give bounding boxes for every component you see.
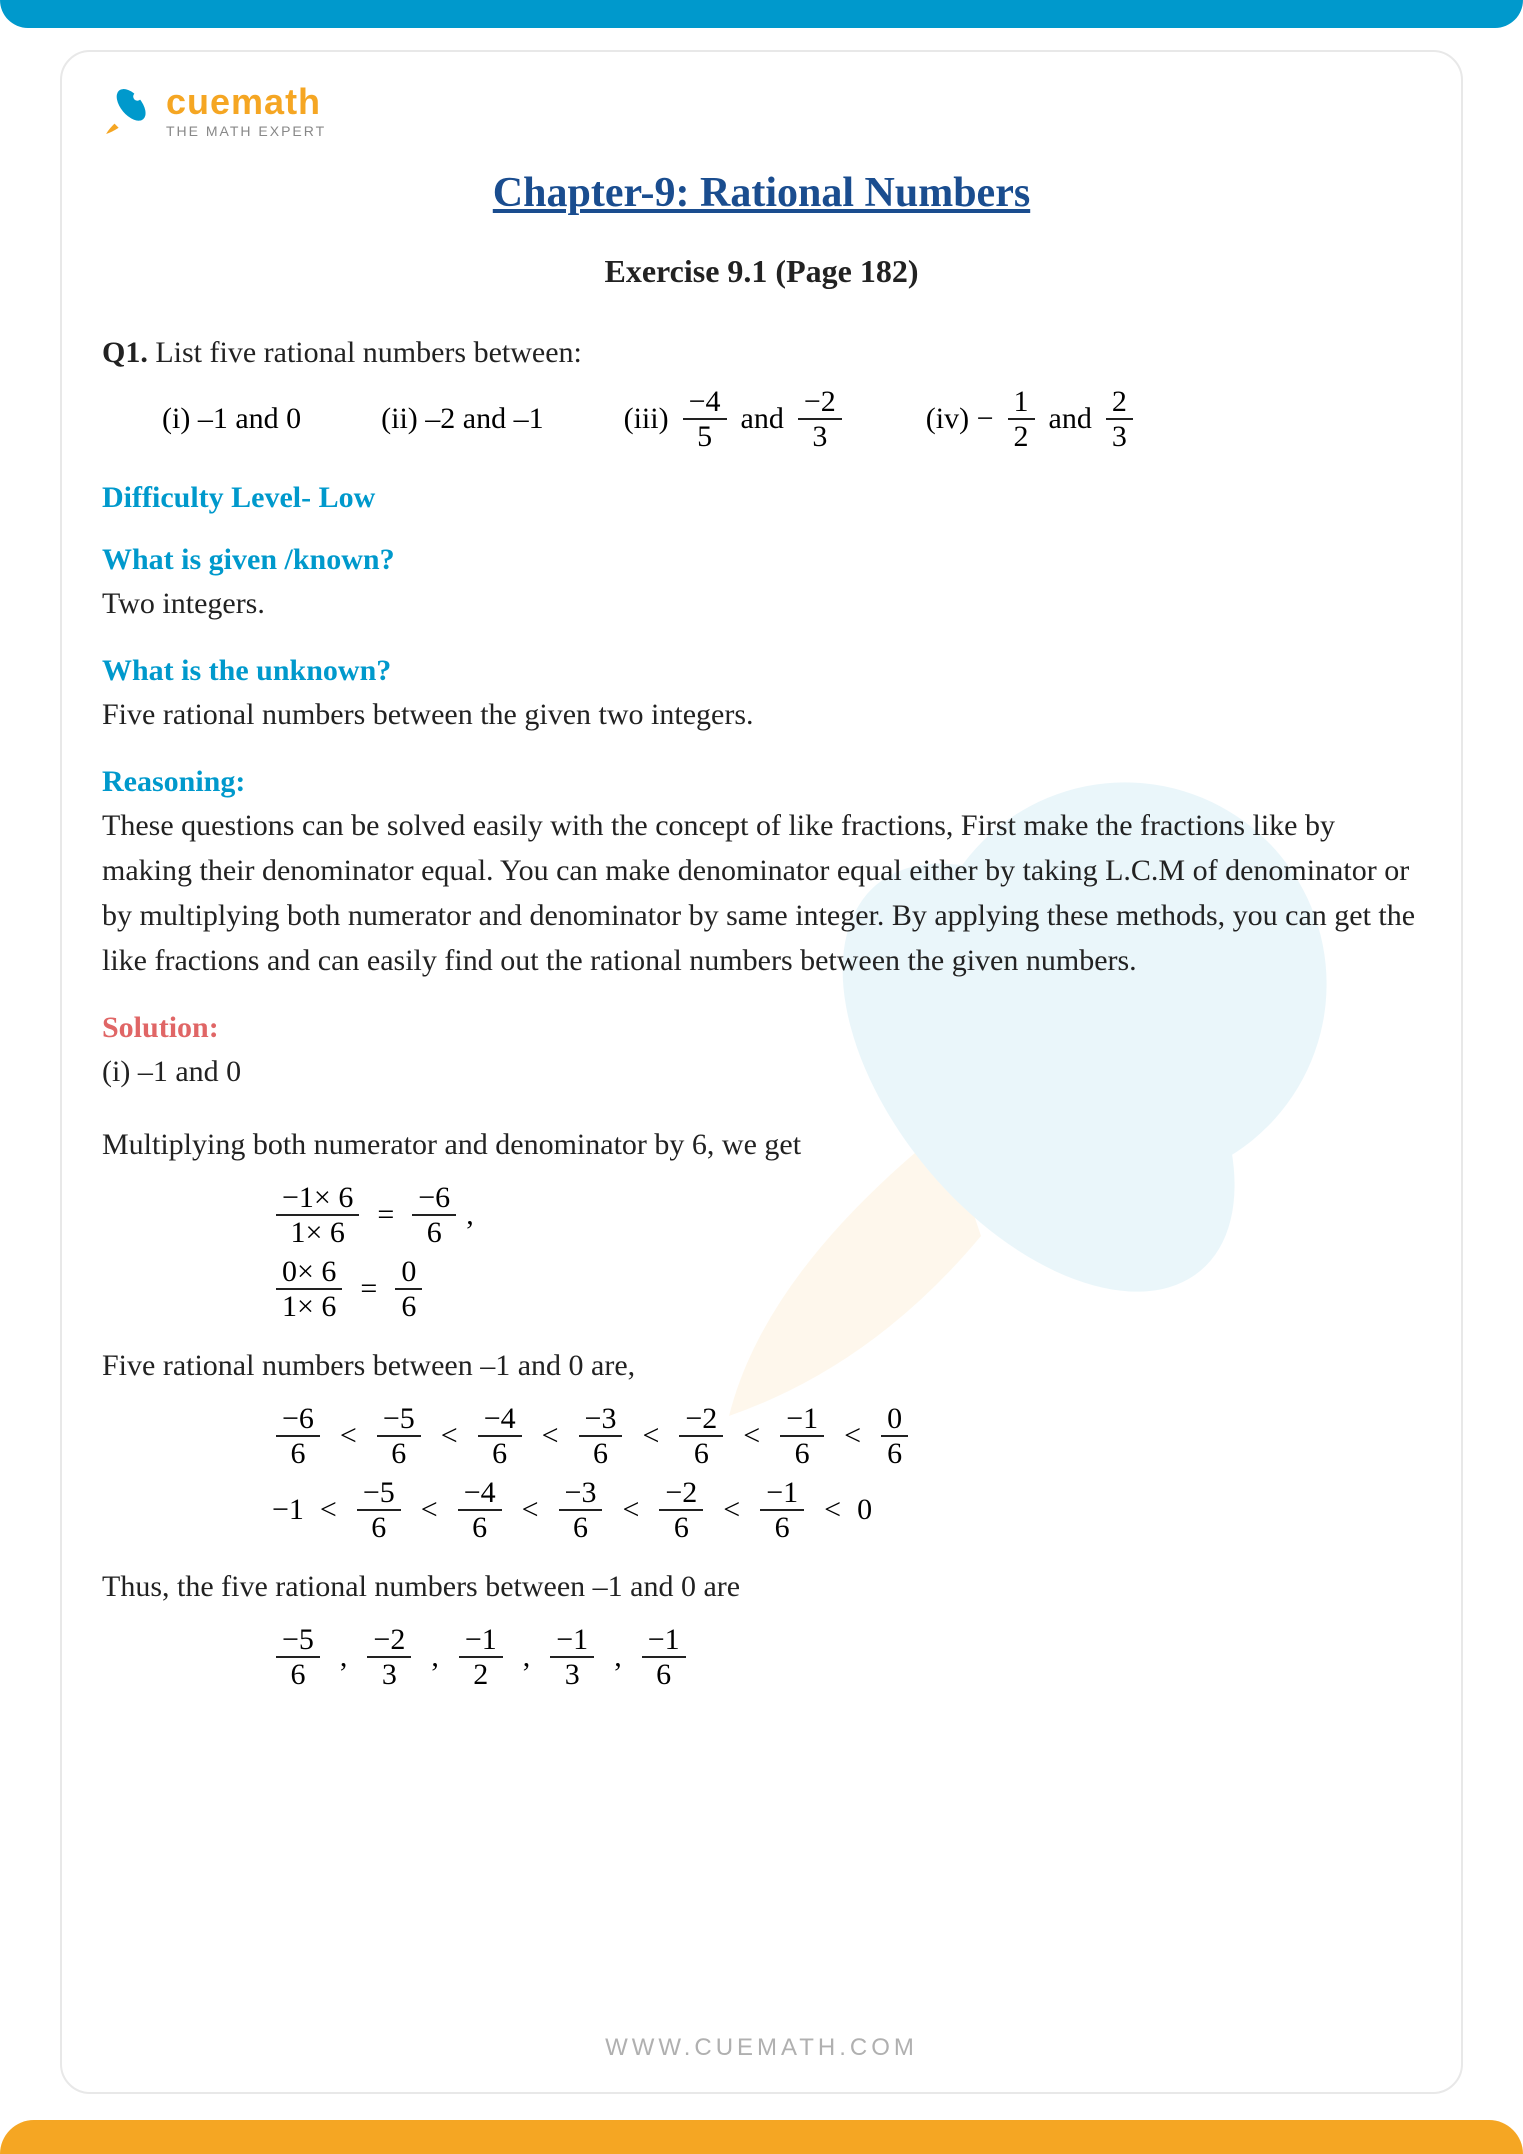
math-text: < xyxy=(421,1493,438,1527)
math-text: < xyxy=(824,1493,841,1527)
page-bottom-border xyxy=(0,2120,1523,2154)
q1-part-ii: (ii) –2 and –1 xyxy=(381,402,543,436)
exercise-heading: Exercise 9.1 (Page 182) xyxy=(102,253,1421,290)
brand-name: cuemath xyxy=(166,84,326,120)
math-text: < xyxy=(642,1419,659,1453)
fraction: −16 xyxy=(780,1402,824,1470)
math-text: , xyxy=(614,1640,622,1674)
inequality-chain-1: −66 < −56 < −46 < −36 < −26 < −16 <06 xyxy=(272,1402,1421,1470)
equals-icon: = xyxy=(360,1272,377,1306)
math-text: < xyxy=(723,1493,740,1527)
math-text: < xyxy=(844,1419,861,1453)
fraction: −36 xyxy=(559,1476,603,1544)
conv-a-rhs: −66 xyxy=(412,1181,456,1249)
fraction: −46 xyxy=(478,1402,522,1470)
frac-iv-a: 12 xyxy=(1008,385,1035,453)
math-text: 0 xyxy=(857,1493,872,1527)
q1-part-iv: (iv) − 12 and 23 xyxy=(926,385,1137,453)
frac-iii-b: −23 xyxy=(798,385,842,453)
fraction: −56 xyxy=(276,1623,320,1691)
brand-logo: cuemath THE MATH EXPERT xyxy=(102,82,1421,139)
chapter-title: Chapter-9: Rational Numbers xyxy=(102,169,1421,217)
fraction: −13 xyxy=(550,1623,594,1691)
math-text: < xyxy=(542,1419,559,1453)
fraction: −26 xyxy=(679,1402,723,1470)
content-frame: cuemath THE MATH EXPERT Chapter-9: Ratio… xyxy=(60,50,1463,2094)
fraction: −36 xyxy=(579,1402,623,1470)
fraction: −16 xyxy=(642,1623,686,1691)
brand-tagline: THE MATH EXPERT xyxy=(166,124,326,138)
multiply-line: Multiplying both numerator and denominat… xyxy=(102,1122,1421,1167)
math-text: , xyxy=(523,1640,531,1674)
conv-b-rhs: 06 xyxy=(395,1255,422,1323)
fraction: −16 xyxy=(760,1476,804,1544)
conversion-block: −1× 61× 6 = −66 , 0× 61× 6 = 06 xyxy=(272,1181,1421,1323)
q1-prompt: Q1. List five rational numbers between: xyxy=(102,330,1421,375)
thus-line: Thus, the five rational numbers between … xyxy=(102,1564,1421,1609)
q1-part-i: (i) –1 and 0 xyxy=(162,402,301,436)
solution-part-i: (i) –1 and 0 xyxy=(102,1049,1421,1094)
part-iv-prefix: (iv) − xyxy=(926,402,994,436)
footer-url: WWW.CUEMATH.COM xyxy=(62,2034,1461,2062)
math-text: −1 xyxy=(272,1493,304,1527)
answers-block: −56, −23, −12, −13, −16 xyxy=(272,1623,1421,1691)
frac-iv-b: 23 xyxy=(1106,385,1133,453)
conv-a-lhs: −1× 61× 6 xyxy=(276,1181,359,1249)
fraction: −26 xyxy=(659,1476,703,1544)
conv-b-lhs: 0× 61× 6 xyxy=(276,1255,342,1323)
fraction: −56 xyxy=(357,1476,401,1544)
fraction: −46 xyxy=(458,1476,502,1544)
part-iii-and: and xyxy=(741,402,784,436)
page-top-border xyxy=(0,0,1523,28)
inequality-chain-2: −1 < −56 < −46 < −36 < −26 < −16 <0 xyxy=(272,1476,1421,1544)
difficulty-label: Difficulty Level- Low xyxy=(102,481,1421,515)
part-iii-prefix: (iii) xyxy=(624,402,669,436)
reasoning-text: These questions can be solved easily wit… xyxy=(102,803,1421,983)
fraction: −12 xyxy=(459,1623,503,1691)
math-text: , xyxy=(340,1640,348,1674)
math-text: , xyxy=(431,1640,439,1674)
fraction: −56 xyxy=(377,1402,421,1470)
chain1-block: −66<−56<−46<−36<−26<−16<06 −1<−56<−46<−3… xyxy=(272,1402,1421,1544)
between-intro: Five rational numbers between –1 and 0 a… xyxy=(102,1343,1421,1388)
reasoning-label: Reasoning: xyxy=(102,765,1421,799)
q1-number: Q1. xyxy=(102,336,148,369)
fraction: 06 xyxy=(881,1402,908,1470)
equals-icon: = xyxy=(377,1198,394,1232)
math-text: < xyxy=(743,1419,760,1453)
convert-row-b: 0× 61× 6 = 06 xyxy=(272,1255,1421,1323)
part-iv-and: and xyxy=(1049,402,1092,436)
rocket-icon xyxy=(102,82,154,139)
math-text: < xyxy=(441,1419,458,1453)
comma: , xyxy=(466,1198,474,1232)
unknown-label: What is the unknown? xyxy=(102,654,1421,688)
math-text: < xyxy=(522,1493,539,1527)
given-label: What is given /known? xyxy=(102,543,1421,577)
q1-parts-row: (i) –1 and 0 (ii) –2 and –1 (iii) −45 an… xyxy=(162,385,1421,453)
solution-label: Solution: xyxy=(102,1011,1421,1045)
answer-list: −56, −23, −12, −13, −16 xyxy=(272,1623,1421,1691)
convert-row-a: −1× 61× 6 = −66 , xyxy=(272,1181,1421,1249)
math-text: < xyxy=(340,1419,357,1453)
frac-iii-a: −45 xyxy=(683,385,727,453)
q1-text: List five rational numbers between: xyxy=(148,336,582,369)
fraction: −66 xyxy=(276,1402,320,1470)
math-text: < xyxy=(320,1493,337,1527)
given-answer: Two integers. xyxy=(102,581,1421,626)
math-text: < xyxy=(622,1493,639,1527)
q1-part-iii: (iii) −45 and −23 xyxy=(624,385,846,453)
fraction: −23 xyxy=(367,1623,411,1691)
unknown-answer: Five rational numbers between the given … xyxy=(102,692,1421,737)
